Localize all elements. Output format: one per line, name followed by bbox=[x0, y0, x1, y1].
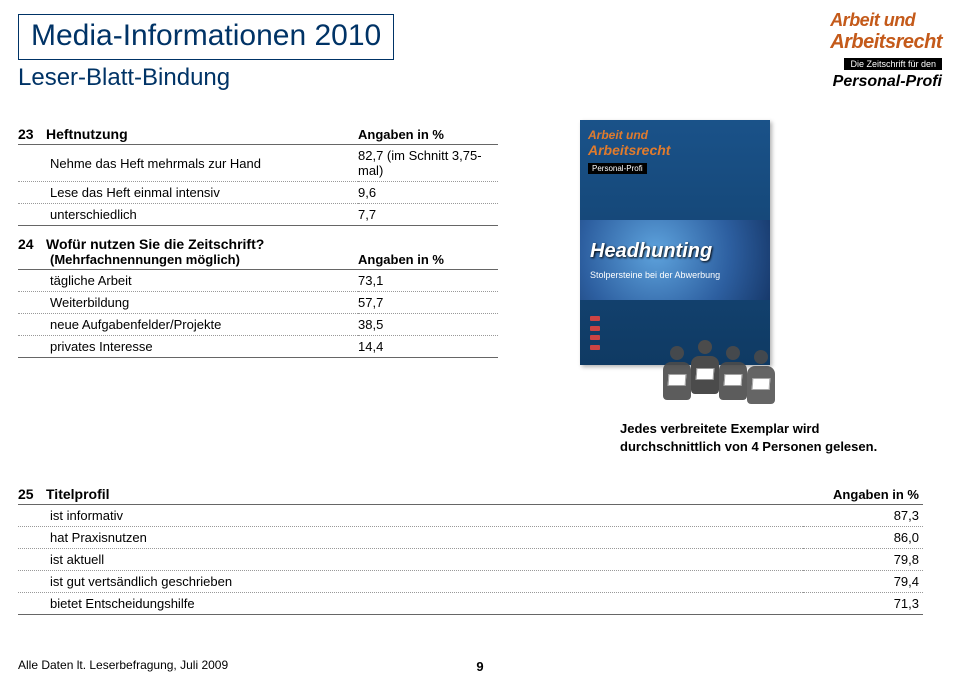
cover-logo-line1: Arbeit und bbox=[588, 128, 762, 142]
people-icon-group bbox=[660, 340, 800, 410]
section-heading: Wofür nutzen Sie die Zeitschrift? bbox=[46, 236, 264, 252]
col-header: Angaben in % bbox=[358, 123, 498, 145]
table-row: ist informativ87,3 bbox=[18, 505, 923, 527]
cover-tagline: Personal-Profi bbox=[588, 163, 647, 174]
table-row: hat Praxisnutzen86,0 bbox=[18, 527, 923, 549]
logo-tagline: Die Zeitschrift für den bbox=[844, 58, 942, 70]
table-row: Weiterbildung57,7 bbox=[18, 292, 498, 314]
table-row: tägliche Arbeit73,1 bbox=[18, 270, 498, 292]
cover-subhead: Stolpersteine bei der Abwerbung bbox=[590, 270, 720, 280]
col-header: Angaben in % bbox=[358, 233, 498, 270]
table-row: privates Interesse14,4 bbox=[18, 336, 498, 358]
section-subheading: (Mehrfachnennungen möglich) bbox=[18, 252, 240, 267]
page-title: Media-Informationen 2010 bbox=[31, 19, 381, 53]
table-23: 23Heftnutzung Angaben in % Nehme das Hef… bbox=[18, 123, 498, 226]
footer-note: Alle Daten lt. Leserbefragung, Juli 2009 bbox=[18, 658, 228, 672]
section-heading: Heftnutzung bbox=[46, 126, 128, 142]
section-25: 25Titelprofil Angaben in % ist informati… bbox=[18, 480, 923, 615]
table-row: Nehme das Heft mehrmals zur Hand82,7 (im… bbox=[18, 145, 498, 182]
table-row: bietet Entscheidungshilfe71,3 bbox=[18, 593, 923, 615]
title-box: Media-Informationen 2010 bbox=[18, 14, 394, 60]
cover-logo-line2: Arbeitsrecht bbox=[588, 142, 762, 158]
logo-line1: Arbeit und bbox=[830, 10, 942, 31]
page-subtitle: Leser-Blatt-Bindung bbox=[18, 64, 230, 92]
section-heading: Titelprofil bbox=[46, 486, 110, 502]
magazine-cover: Arbeit und Arbeitsrecht Personal-Profi H… bbox=[580, 120, 770, 365]
cover-headline: Headhunting bbox=[590, 240, 712, 263]
table-row: Lese das Heft einmal intensiv9,6 bbox=[18, 182, 498, 204]
section-number: 25 bbox=[18, 486, 46, 502]
section-number: 24 bbox=[18, 236, 46, 252]
section-number: 23 bbox=[18, 126, 46, 142]
section-24: 24Wofür nutzen Sie die Zeitschrift? (Meh… bbox=[18, 230, 498, 358]
page-number: 9 bbox=[476, 659, 483, 674]
brand-logo: Arbeit und Arbeitsrecht Die Zeitschrift … bbox=[830, 10, 942, 91]
people-caption: Jedes verbreitete Exemplar wird durchsch… bbox=[620, 420, 900, 456]
table-row: neue Aufgabenfelder/Projekte38,5 bbox=[18, 314, 498, 336]
section-23: 23Heftnutzung Angaben in % Nehme das Hef… bbox=[18, 120, 498, 226]
logo-sub: Personal-Profi bbox=[830, 73, 942, 91]
col-header: Angaben in % bbox=[803, 483, 923, 505]
table-row: ist aktuell79,8 bbox=[18, 549, 923, 571]
logo-line2: Arbeitsrecht bbox=[830, 31, 942, 54]
table-25: 25Titelprofil Angaben in % ist informati… bbox=[18, 483, 923, 615]
table-row: ist gut vertsändlich geschrieben79,4 bbox=[18, 571, 923, 593]
table-24: 24Wofür nutzen Sie die Zeitschrift? (Meh… bbox=[18, 233, 498, 358]
table-row: unterschiedlich7,7 bbox=[18, 204, 498, 226]
